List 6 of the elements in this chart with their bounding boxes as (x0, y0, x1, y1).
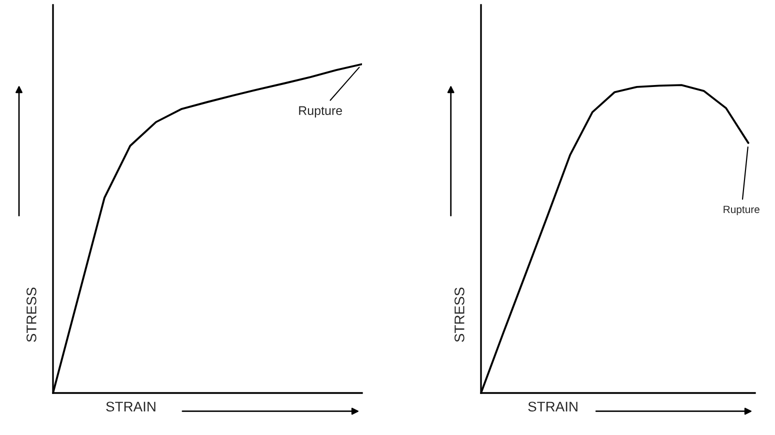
y-axis-title: STRESS (26, 288, 36, 342)
annotation: Rupture (724, 206, 760, 216)
annotation: Rupture (299, 106, 342, 118)
x-axis-title: STRAIN (528, 402, 578, 412)
y-axis-title: STRESS (454, 288, 464, 342)
x-axis-title: STRAIN (106, 402, 156, 412)
